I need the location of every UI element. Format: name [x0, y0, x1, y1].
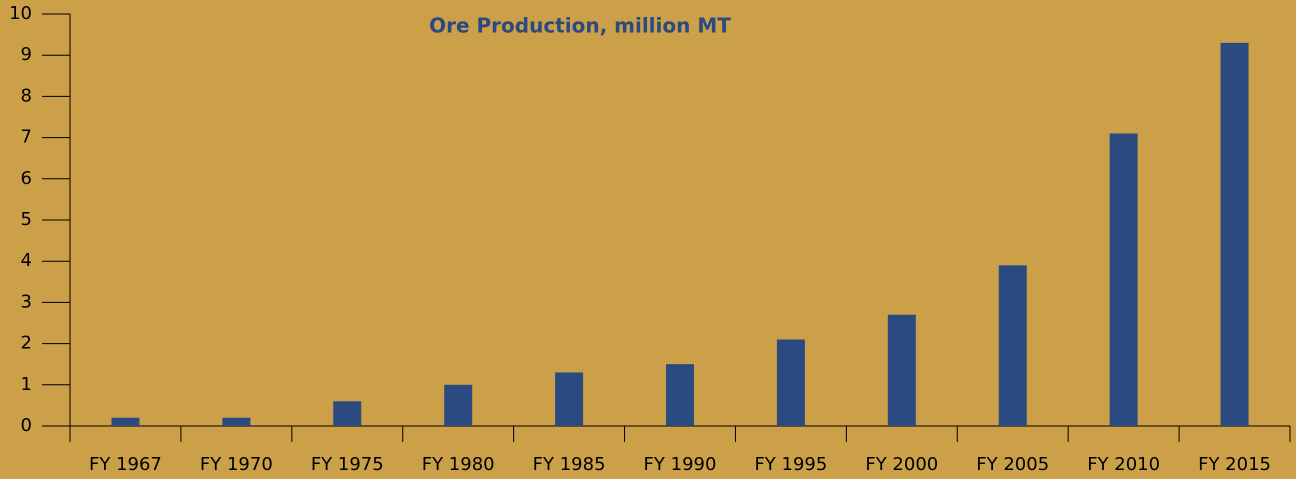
y-tick-label: 3	[21, 291, 32, 312]
y-tick-label: 7	[21, 127, 32, 148]
bar	[111, 417, 140, 426]
x-tick-label: FY 1995	[754, 454, 827, 475]
y-tick-label: 1	[21, 374, 32, 395]
x-tick-label: FY 2010	[1087, 454, 1160, 475]
x-tick-label: FY 1990	[644, 454, 717, 475]
bar	[998, 265, 1027, 426]
x-tick-label: FY 1980	[422, 454, 495, 475]
bar	[887, 314, 916, 426]
bar	[444, 384, 473, 426]
y-tick-label: 2	[21, 333, 32, 354]
y-tick-label: 4	[21, 250, 32, 271]
x-tick-label: FY 2015	[1198, 454, 1271, 475]
bar	[1109, 133, 1138, 427]
y-tick-label: 8	[21, 85, 32, 106]
y-tick-label: 9	[21, 44, 32, 65]
bar	[1220, 42, 1249, 427]
x-tick-label: FY 1967	[89, 454, 162, 475]
x-tick-label: FY 2005	[976, 454, 1049, 475]
y-tick-label: 10	[9, 3, 32, 24]
chart-title: Ore Production, million MT	[429, 14, 731, 38]
y-tick-label: 6	[21, 168, 32, 189]
y-tick-label: 5	[21, 209, 32, 230]
x-tick-label: FY 1985	[533, 454, 606, 475]
bar	[222, 417, 251, 426]
x-tick-label: FY 1970	[200, 454, 273, 475]
bar	[666, 364, 694, 426]
y-tick-label: 0	[21, 415, 32, 436]
bar	[555, 372, 584, 426]
x-tick-label: FY 2000	[865, 454, 938, 475]
x-tick-label: FY 1975	[311, 454, 384, 475]
bar	[333, 401, 362, 426]
bar	[776, 339, 805, 426]
